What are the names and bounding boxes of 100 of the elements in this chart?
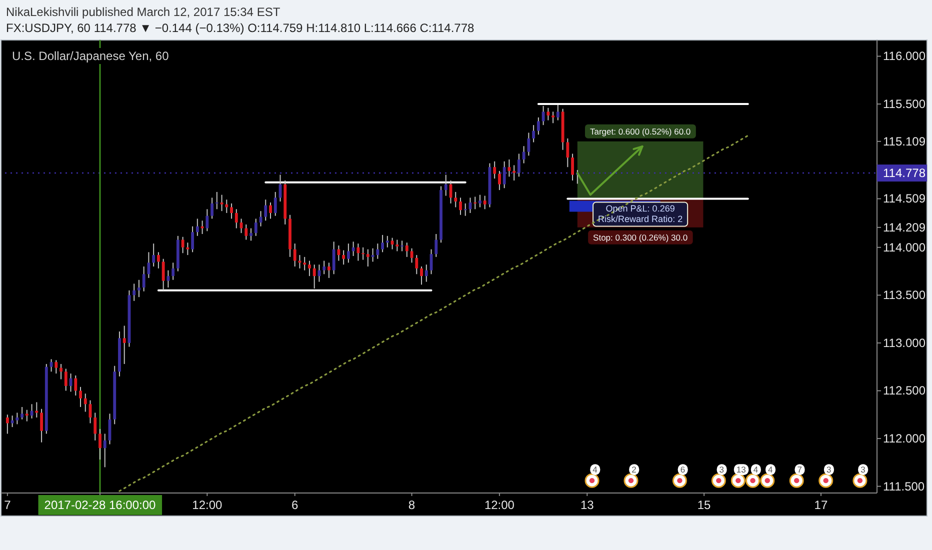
candlestick	[64, 368, 68, 392]
annotation: 3	[860, 464, 866, 475]
candlestick	[162, 258, 165, 291]
candlestick	[405, 242, 408, 258]
candlestick	[342, 250, 346, 266]
candlestick	[74, 374, 78, 396]
candlestick	[196, 218, 199, 236]
y-tick-label: 116.000	[883, 49, 926, 64]
candlestick	[293, 243, 296, 267]
candlestick	[138, 279, 140, 298]
annotation: 2	[632, 464, 637, 475]
candlestick	[322, 260, 326, 275]
candlestick	[556, 104, 560, 121]
candlestick	[459, 197, 462, 216]
candlestick	[186, 242, 190, 256]
candlestick	[181, 236, 184, 254]
candlestick	[327, 262, 330, 278]
candlestick	[6, 414, 9, 434]
candlestick	[346, 243, 350, 264]
candlestick	[464, 202, 467, 216]
candlestick	[206, 208, 209, 232]
x-tick-label: 13	[580, 498, 594, 512]
y-tick-label: 114.000	[883, 240, 926, 254]
candlestick	[312, 264, 316, 289]
y-tick-label: 115.500	[883, 97, 926, 112]
candlestick	[552, 111, 555, 124]
line-series	[118, 134, 749, 492]
candlestick	[210, 197, 214, 220]
candlestick	[566, 138, 570, 168]
candlestick	[244, 224, 248, 240]
candlestick	[156, 252, 160, 269]
candlestick	[20, 406, 24, 420]
x-tick-label: 17	[814, 498, 828, 512]
candlestick	[381, 234, 384, 253]
candlestick	[191, 226, 194, 253]
y-tick-label: 114.209	[883, 220, 926, 234]
candlestick	[142, 266, 146, 292]
candlestick	[60, 363, 62, 380]
annotation: 4	[768, 464, 774, 475]
annotation: Open P&L: 0.269	[606, 204, 675, 214]
candlestick	[498, 170, 501, 191]
annotation: 6	[680, 464, 686, 475]
candlestick	[122, 325, 126, 364]
candlestick	[103, 433, 106, 468]
y-tick-label: 114.509	[883, 192, 926, 206]
candlestick	[254, 218, 258, 236]
x-tick-label: 12:00	[484, 498, 515, 512]
candlestick	[220, 194, 224, 212]
ref-line-label: 114.778	[883, 166, 926, 180]
candlestick	[362, 246, 365, 260]
candlestick	[54, 360, 58, 374]
band-label: Stop: 0.300 (0.26%) 30.0	[593, 232, 688, 242]
candlestick	[478, 194, 482, 208]
candlestick	[264, 199, 268, 222]
candlestick	[98, 428, 102, 460]
y-tick-label: 113.500	[883, 288, 926, 302]
candlestick	[30, 404, 34, 419]
candlestick	[424, 264, 428, 282]
candlestick	[371, 248, 374, 262]
candlestick	[454, 191, 458, 208]
candlestick	[240, 218, 243, 234]
candlestick	[508, 158, 511, 178]
candlestick	[79, 386, 82, 408]
annotation: Risk/Reward Ratio: 2	[598, 214, 683, 224]
candlestick	[376, 243, 380, 260]
chart-subtitle: FX:USDJPY, 60 114.778 ▼ −0.144 (−0.13%) O:114.759 H:114.810 L:114.666 C:114.778	[6, 21, 475, 35]
candlestick	[152, 243, 156, 267]
candlestick	[571, 153, 574, 181]
candlestick	[536, 116, 540, 136]
candlestick	[474, 196, 477, 210]
candlestick	[366, 248, 370, 267]
candlestick	[303, 256, 306, 271]
y-tick-label: 113.000	[883, 336, 926, 350]
y-tick-label: 112.500	[883, 384, 926, 398]
x-tick-label: 8	[408, 498, 416, 512]
x-tick-label: 15	[697, 498, 712, 512]
candlestick	[546, 107, 550, 121]
x-tick-label: 6	[292, 498, 299, 512]
candlestick	[483, 195, 486, 210]
candlestick	[215, 191, 218, 210]
annotation: 4	[592, 464, 598, 475]
annotation: 3	[719, 464, 724, 475]
annotation: 7	[797, 464, 802, 475]
x-tick-label: 12:00	[192, 498, 223, 512]
band-label: Target: 0.600 (0.52%) 60.0	[590, 126, 691, 136]
text: NikaLekishvili published March 12, 2017 15:34 EST	[6, 5, 281, 19]
candlestick	[250, 228, 252, 242]
candlestick	[434, 234, 438, 258]
candlestick	[400, 240, 404, 252]
text: U.S. Dollar/Japanese Yen, 60	[12, 49, 170, 63]
annotation: 13	[736, 464, 746, 475]
candlestick	[25, 409, 28, 422]
y-tick-label: 115.109	[883, 134, 926, 148]
y-tick-label: 111.500	[883, 479, 925, 494]
candlestick	[147, 252, 150, 278]
candlestick	[396, 239, 399, 252]
candlestick	[356, 243, 360, 262]
candlestick	[269, 202, 272, 220]
candlestick	[410, 248, 414, 264]
candlestick	[200, 220, 204, 235]
